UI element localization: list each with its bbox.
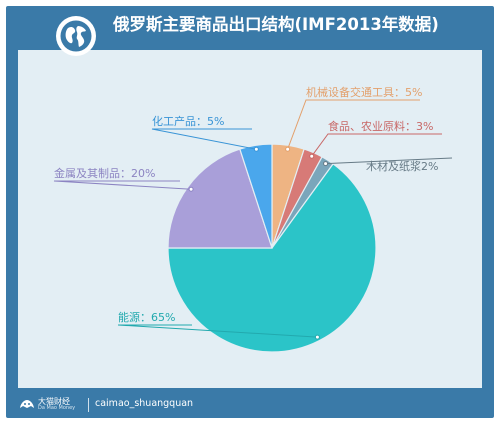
- leader-dot: [253, 146, 259, 152]
- leader-line: [117, 324, 318, 338]
- leader-dot: [285, 146, 291, 152]
- leader-line: [53, 180, 192, 190]
- pie-slice: [167, 148, 273, 249]
- cat-logo-icon: [20, 400, 34, 408]
- leader-dot: [188, 186, 194, 192]
- footer-handle: caimao_shuangquan: [95, 398, 194, 409]
- globe-icon: [56, 16, 96, 56]
- slice-label: 机械设备交通工具：5%: [306, 85, 422, 99]
- footer: 大猫财经 Da Mao Money caimao_shuangquan: [6, 392, 494, 418]
- brand-name: 大猫财经: [38, 397, 70, 406]
- leader-line: [325, 157, 453, 165]
- slice-label: 化工产品：5%: [152, 114, 224, 128]
- leader-line: [151, 128, 257, 150]
- slice-label: 木材及纸浆2%: [366, 159, 438, 173]
- chart-title: 俄罗斯主要商品出口结构(IMF2013年数据): [113, 15, 439, 34]
- leader-line: [287, 99, 420, 150]
- footer-divider: [88, 398, 89, 412]
- pie-slice: [167, 163, 377, 353]
- slice-label: 金属及其制品：20%: [54, 166, 155, 180]
- leader-dot: [323, 161, 329, 167]
- slice-label: 食品、农业原料：3%: [328, 119, 433, 133]
- leader-line: [311, 133, 442, 157]
- leader-dot: [309, 153, 315, 159]
- brand-subtitle: Da Mao Money: [38, 405, 76, 411]
- brand-logo: 大猫财经 Da Mao Money: [18, 396, 92, 414]
- slice-label: 能源：65%: [118, 310, 175, 324]
- pie-slice: [239, 143, 273, 249]
- leader-dot: [314, 334, 320, 340]
